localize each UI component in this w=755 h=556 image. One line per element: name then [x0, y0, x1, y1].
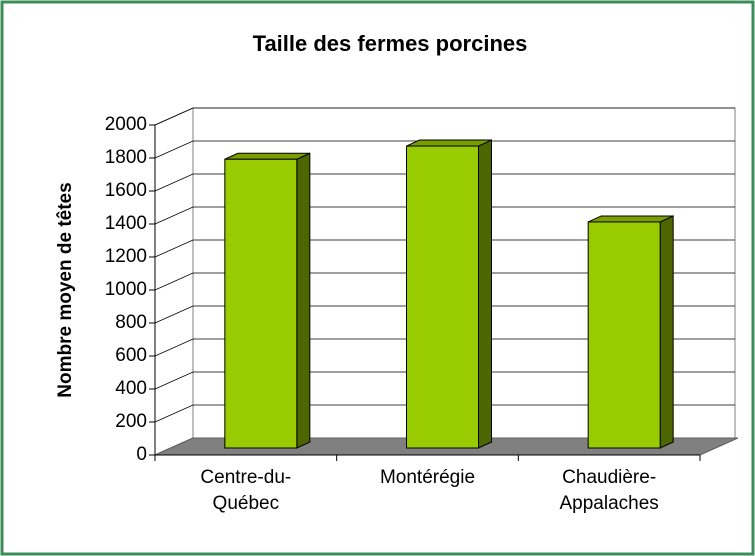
grid-line: [154, 371, 735, 390]
bar-top: [587, 215, 674, 223]
grid-line: [154, 404, 735, 423]
x-tick-label: Centre-du- Québec: [200, 467, 292, 514]
grid-line: [154, 140, 735, 159]
y-tick-label: 1000: [105, 279, 147, 300]
grid-line: [154, 338, 735, 357]
grid-line: [154, 107, 735, 126]
bar-side: [478, 139, 492, 449]
bar-front: [406, 145, 479, 449]
y-tick-label: 2000: [105, 114, 147, 135]
y-tick-label: 800: [115, 312, 147, 333]
y-tick-label: 200: [115, 411, 147, 432]
bar: [406, 139, 492, 449]
grid-line: [154, 305, 735, 324]
y-tick-label: 1800: [105, 147, 147, 168]
chart-title: Taille des fermes porcines: [253, 31, 528, 56]
bar: [224, 152, 311, 449]
y-tick-label: 400: [115, 378, 147, 399]
grid-line: [154, 173, 735, 192]
grid-line: [154, 239, 735, 258]
y-tick-label: 600: [115, 345, 147, 366]
bar-front: [224, 158, 298, 449]
y-tick-label: 1600: [105, 180, 147, 201]
y-axis-label: Nombre moyen de têtes: [55, 182, 76, 397]
bar-side: [659, 215, 674, 449]
bar-top: [406, 139, 492, 147]
x-tick-label: Chaudière- Appalaches: [559, 467, 659, 514]
grid-line: [154, 206, 735, 225]
bar-front: [587, 221, 661, 449]
y-tick-label: 1400: [105, 213, 147, 234]
bar-side: [296, 152, 311, 449]
y-tick-label: 1200: [105, 246, 147, 267]
y-tick-label: 0: [136, 444, 147, 465]
x-tick-label: Montérégie: [379, 467, 476, 488]
bar-top: [224, 152, 311, 160]
grid-line: [154, 272, 735, 291]
bar: [587, 215, 674, 449]
